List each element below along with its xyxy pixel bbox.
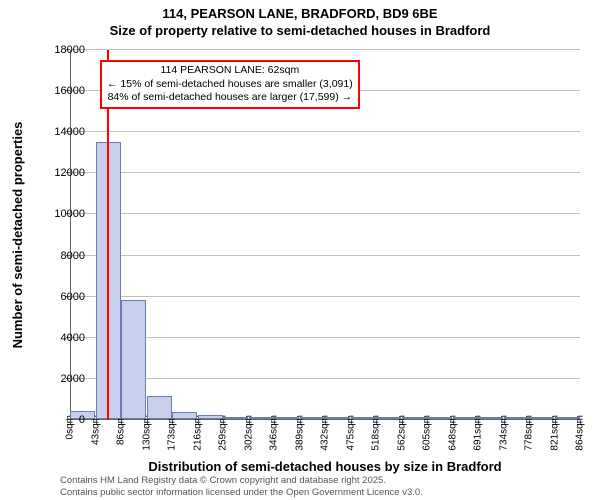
- histogram-bar: [555, 417, 580, 419]
- gridline: [70, 296, 580, 297]
- x-tick-label: 259sqm: [218, 415, 229, 451]
- histogram-bar: [504, 417, 529, 419]
- x-tick-label: 173sqm: [167, 415, 178, 451]
- x-tick-label: 302sqm: [243, 415, 254, 451]
- histogram-bar: [376, 417, 401, 419]
- histogram-bar: [223, 417, 248, 419]
- histogram-bar: [300, 417, 325, 419]
- x-tick-label: 562sqm: [396, 415, 407, 451]
- histogram-bar: [249, 417, 274, 419]
- histogram-bar: [402, 417, 427, 419]
- gridline: [70, 172, 580, 173]
- x-tick-label: 346sqm: [269, 415, 280, 451]
- annotation-line: ← 15% of semi-detached houses are smalle…: [107, 78, 353, 92]
- y-tick-label: 12000: [40, 167, 85, 179]
- y-tick-label: 18000: [40, 44, 85, 56]
- y-tick-label: 16000: [40, 85, 85, 97]
- x-tick-label: 605sqm: [422, 415, 433, 451]
- gridline: [70, 378, 580, 379]
- y-tick-label: 0: [40, 414, 85, 426]
- x-tick-label: 518sqm: [371, 415, 382, 451]
- histogram-bar: [478, 417, 503, 419]
- x-tick-label: 43sqm: [90, 415, 101, 445]
- x-tick-label: 821sqm: [549, 415, 560, 451]
- title-line-1: 114, PEARSON LANE, BRADFORD, BD9 6BE: [0, 0, 600, 21]
- y-tick-label: 2000: [40, 373, 85, 385]
- footer-attribution: Contains HM Land Registry data © Crown c…: [60, 475, 423, 498]
- x-tick-label: 734sqm: [498, 415, 509, 451]
- gridline: [70, 337, 580, 338]
- y-tick-label: 8000: [40, 250, 85, 262]
- x-axis-label: Distribution of semi-detached houses by …: [70, 459, 580, 474]
- y-axis-label: Number of semi-detached properties: [10, 50, 25, 420]
- x-tick-label: 475sqm: [345, 415, 356, 451]
- gridline: [70, 131, 580, 132]
- histogram-bar: [427, 417, 452, 419]
- histogram-bar: [274, 417, 299, 419]
- y-tick-label: 6000: [40, 291, 85, 303]
- x-tick-label: 648sqm: [447, 415, 458, 451]
- footer-line-1: Contains HM Land Registry data © Crown c…: [60, 475, 423, 486]
- x-tick-label: 216sqm: [192, 415, 203, 451]
- histogram-bar: [198, 415, 223, 419]
- histogram-bar: [529, 417, 554, 419]
- x-tick-label: 778sqm: [524, 415, 535, 451]
- y-tick-label: 14000: [40, 126, 85, 138]
- histogram-bar: [351, 417, 376, 419]
- y-axis-line: [70, 50, 71, 420]
- annotation-line: 84% of semi-detached houses are larger (…: [107, 91, 353, 105]
- x-tick-label: 432sqm: [320, 415, 331, 451]
- x-tick-label: 389sqm: [294, 415, 305, 451]
- histogram-bar: [121, 300, 146, 419]
- gridline: [70, 213, 580, 214]
- y-tick-label: 10000: [40, 208, 85, 220]
- gridline: [70, 49, 580, 50]
- annotation-line: 114 PEARSON LANE: 62sqm: [107, 64, 353, 78]
- x-tick-label: 691sqm: [473, 415, 484, 451]
- histogram-bar: [147, 396, 172, 419]
- annotation-box: 114 PEARSON LANE: 62sqm← 15% of semi-det…: [100, 60, 360, 109]
- chart-container: 114, PEARSON LANE, BRADFORD, BD9 6BE Siz…: [0, 0, 600, 500]
- histogram-bar: [172, 412, 197, 419]
- footer-line-2: Contains public sector information licen…: [60, 487, 423, 498]
- x-tick-label: 86sqm: [116, 415, 127, 445]
- histogram-bar: [325, 417, 350, 419]
- x-tick-label: 864sqm: [575, 415, 586, 451]
- title-line-2: Size of property relative to semi-detach…: [0, 21, 600, 42]
- gridline: [70, 255, 580, 256]
- plot-area: 0sqm43sqm86sqm130sqm173sqm216sqm259sqm30…: [70, 50, 580, 420]
- histogram-bar: [453, 417, 478, 419]
- x-tick-label: 130sqm: [141, 415, 152, 451]
- y-tick-label: 4000: [40, 332, 85, 344]
